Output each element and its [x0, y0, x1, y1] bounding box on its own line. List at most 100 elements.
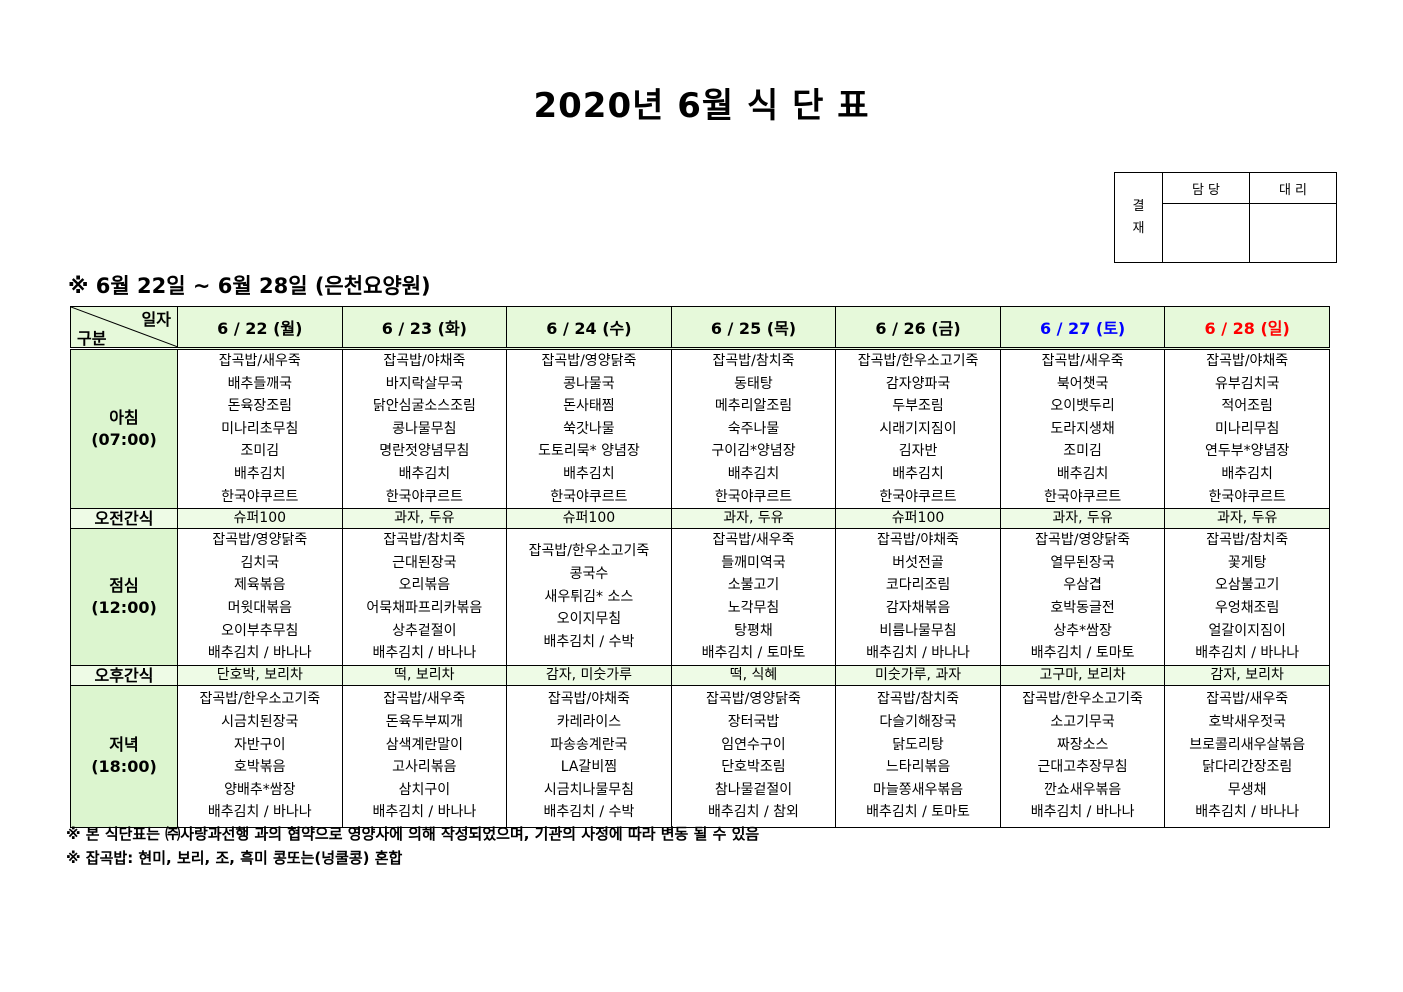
menu-item: 삼색계란말이: [385, 736, 463, 753]
menu-item: 조미김: [1063, 443, 1102, 460]
menu-cell: 잡곡밥/한우소고기죽 감자양파국 두부조림 시래기지짐이 김자반 배추김치 한국야쿠르트: [835, 347, 1001, 510]
menu-item: 감자채볶음: [885, 599, 951, 616]
menu-item: 배추김치 / 토마토: [1030, 645, 1135, 662]
menu-item: 배추김치: [563, 465, 615, 482]
menu-item: 잡곡밥/한우소고기죽: [528, 543, 650, 560]
row-label: 점심 (12:00): [70, 528, 178, 666]
menu-item: 버섯전골: [892, 554, 944, 571]
menu-cell: 잡곡밥/새우죽 배추들깨국 돈육장조림 미나리초무침 조미김 배추김치 한국야쿠르트: [177, 347, 343, 510]
menu-item: 동태탕: [734, 375, 773, 392]
menu-item: 배추김치 / 참외: [708, 804, 799, 821]
menu-item: 배추김치: [727, 465, 780, 482]
meal-row: 저녁 (18:00) 잡곡밥/한우소고기죽 시금치된장국 자반구이 호박볶음 양배추*쌈장 배…: [70, 684, 1330, 828]
menu-item: 닭다리간장조림: [1202, 759, 1293, 776]
menu-item: 배추김치: [1056, 465, 1109, 482]
menu-cell: 잡곡밥/한우소고기죽 소고기무국 짜장소스 근대고추장무침 깐쇼새우볶음 배추김치 / 바…: [999, 684, 1166, 828]
header-row: 일자 구분 6 / 22 (월) 6 / 23 (화) 6 / 24 (수) 6 / …: [70, 306, 1330, 350]
snack-cell: 과자, 두유: [670, 508, 837, 530]
day-header: 6 / 25 (목): [670, 306, 837, 350]
menu-item: 돈육두부찌개: [385, 714, 463, 731]
menu-item: 잡곡밥/야채죽: [383, 353, 466, 369]
menu-item: 바지락살무국: [385, 375, 463, 392]
snack-cell: 과자, 두유: [341, 508, 508, 530]
menu-item: 쑥갓나물: [563, 420, 615, 437]
corner-date-label: 일자: [141, 310, 171, 329]
menu-item: 잡곡밥/야채죽: [1206, 353, 1289, 369]
menu-cell: 잡곡밥/영양닭죽 콩나물국 돈사태찜 쑥갓나물 도토리묵* 양념장 배추김치 한국야쿠르트: [506, 347, 672, 510]
snack-cell: 떡, 식혜: [670, 664, 837, 686]
approval-label: 결 재: [1114, 172, 1163, 263]
menu-item: 잡곡밥/새우죽: [1041, 353, 1124, 369]
menu-item: 짜장소스: [1056, 736, 1109, 753]
footnotes: ※ 본 식단표는 ㈜사랑과선행 과의 협약으로 영양사에 의해 작성되었으며, …: [66, 822, 759, 870]
menu-item: 오이지무침: [556, 611, 622, 628]
menu-cell: 잡곡밥/참치죽 다슬기해장국 닭도리탕 느타리볶음 마늘쫑새우볶음 배추김치 / 토마토: [835, 684, 1001, 828]
menu-item: 배추김치 / 수박: [543, 804, 635, 821]
menu-item: 한국야쿠르트: [385, 488, 463, 505]
approval-sign-deputy[interactable]: [1249, 203, 1337, 263]
meal-time: (07:00): [91, 430, 157, 450]
menu-item: 우삼겹: [1063, 577, 1102, 594]
menu-item: 상추*쌈장: [1053, 622, 1112, 639]
menu-item: 노각무침: [727, 599, 780, 616]
day-header: 6 / 28 (일): [1164, 306, 1330, 350]
snack-cell: 미숫가루, 과자: [835, 664, 1001, 686]
menu-item: 상추겉절이: [392, 622, 457, 639]
menu-item: 시금치된장국: [221, 714, 299, 731]
menu-item: 소불고기: [727, 577, 780, 594]
menu-item: 숙주나물: [727, 420, 780, 437]
day-header: 6 / 27 (토): [999, 306, 1166, 350]
menu-item: 들깨미역국: [721, 554, 786, 571]
menu-item: 배추김치 / 바나나: [372, 804, 477, 821]
menu-item: 배추김치 / 토마토: [866, 804, 970, 821]
menu-item: 한국야쿠르트: [1208, 488, 1286, 505]
menu-item: 우엉채조림: [1214, 599, 1280, 616]
menu-item: 김치국: [240, 554, 280, 571]
menu-item: 미나리무침: [1214, 420, 1280, 437]
menu-item: 임연수구이: [721, 736, 786, 753]
day-header: 6 / 22 (월): [177, 306, 343, 350]
menu-item: 한국야쿠르트: [879, 488, 957, 505]
menu-item: 배추김치: [398, 465, 451, 482]
day-header: 6 / 23 (화): [341, 306, 508, 350]
menu-item: 오이뱃두리: [1050, 398, 1115, 415]
menu-cell: 잡곡밥/한우소고기죽 콩국수 새우튀김* 소스 오이지무침 배추김치 / 수박: [506, 528, 672, 666]
menu-item: 두부조림: [892, 398, 944, 415]
menu-item: 배추김치: [234, 465, 286, 482]
menu-item: 오이부추무침: [221, 622, 299, 639]
menu-item: 마늘쫑새우볶음: [872, 781, 964, 798]
menu-item: 도토리묵* 양념장: [538, 443, 640, 460]
row-label: 아침 (07:00): [70, 347, 178, 510]
menu-cell: 잡곡밥/야채죽 버섯전골 코다리조림 감자채볶음 비름나물무침 배추김치 / 바나나: [835, 528, 1001, 666]
menu-cell: 잡곡밥/야채죽 유부김치국 적어조림 미나리무침 연두부*양념장 배추김치 한국야쿠르트: [1164, 347, 1330, 510]
snack-cell: 단호박, 보리차: [177, 664, 343, 686]
menu-item: 고사리볶음: [392, 759, 457, 776]
menu-item: 배추김치: [892, 465, 944, 482]
approval-label-bottom: 재: [1132, 220, 1145, 236]
snack-cell: 슈퍼100: [835, 508, 1001, 530]
menu-item: 다슬기해장국: [879, 714, 957, 731]
menu-item: 메추리알조림: [714, 398, 793, 415]
menu-item: 적어조림: [1221, 398, 1273, 415]
menu-table: 일자 구분 6 / 22 (월) 6 / 23 (화) 6 / 24 (수) 6 / …: [70, 306, 1330, 828]
menu-item: 잡곡밥/참치죽: [712, 353, 795, 369]
menu-item: 배추김치 / 수박: [543, 633, 635, 650]
meal-row: 아침 (07:00) 잡곡밥/새우죽 배추들깨국 돈육장조림 미나리초무침 조미김 배추김치 한…: [70, 347, 1330, 510]
menu-item: 새우튀김* 소스: [544, 588, 634, 605]
menu-item: 열무된장국: [1050, 554, 1115, 571]
menu-item: 꽃게탕: [1227, 554, 1267, 571]
menu-item: 잡곡밥/영양닭죽: [541, 353, 637, 369]
menu-item: 무생채: [1227, 781, 1267, 798]
menu-item: 시래기지짐이: [879, 420, 957, 437]
menu-item: 도라지생채: [1050, 420, 1115, 437]
snack-cell: 과자, 두유: [999, 508, 1166, 530]
menu-cell: 잡곡밥/새우죽 들깨미역국 소불고기 노각무침 탕평채 배추김치 / 토마토: [670, 528, 837, 666]
menu-item: 파송송계란국: [550, 736, 628, 753]
meal-name: 점심: [109, 575, 139, 595]
menu-cell: 잡곡밥/참치죽 동태탕 메추리알조림 숙주나물 구이김*양념장 배추김치 한국야쿠르트: [670, 347, 837, 510]
snack-cell: 감자, 미숫가루: [506, 664, 672, 686]
approval-box: 결 재 담 당 대 리: [1114, 172, 1337, 263]
menu-item: 돈사태찜: [563, 398, 615, 415]
menu-item: 단호박조림: [721, 759, 786, 776]
approval-sign-manager[interactable]: [1162, 203, 1250, 263]
